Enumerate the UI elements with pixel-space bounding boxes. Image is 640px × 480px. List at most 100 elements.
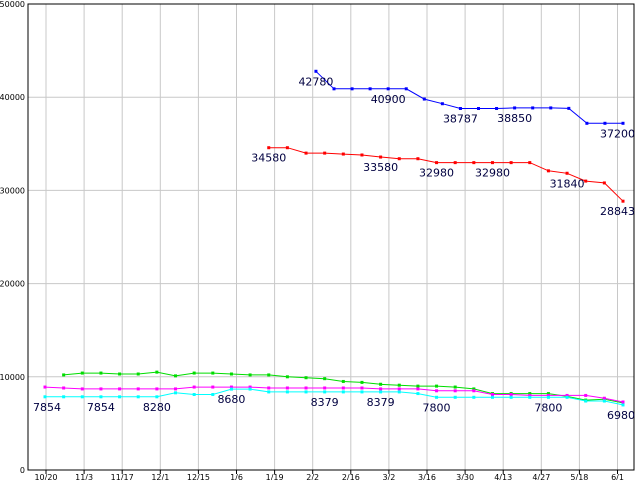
- x-tick-label: 10/20: [34, 473, 57, 480]
- y-tick-label: 30000: [0, 186, 25, 195]
- data-point: [332, 87, 336, 91]
- data-point: [118, 395, 122, 399]
- chart-axes: [27, 3, 635, 474]
- data-point: [285, 390, 289, 394]
- data-point: [602, 396, 606, 400]
- data-point: [531, 106, 535, 110]
- data-point: [379, 387, 383, 391]
- data-point: [360, 386, 364, 390]
- series-points: [43, 69, 625, 407]
- data-point: [267, 146, 271, 150]
- series-lines: [44, 70, 624, 406]
- data-point: [62, 386, 66, 390]
- data-point: [584, 179, 588, 183]
- data-point: [453, 385, 457, 389]
- data-point: [229, 385, 233, 389]
- data-point: [453, 389, 457, 393]
- data-point: [118, 387, 122, 391]
- data-label: 37200: [600, 127, 635, 140]
- data-label: 34580: [251, 152, 286, 165]
- y-axis-tick-labels: 0 10000 20000 30000 40000 50000: [0, 0, 25, 475]
- data-point: [174, 374, 178, 378]
- x-tick-label: 4/13: [494, 473, 512, 480]
- data-label: 8379: [367, 396, 395, 409]
- data-point: [477, 107, 480, 111]
- data-point: [416, 387, 420, 391]
- data-point: [549, 106, 553, 110]
- data-label: 40900: [371, 93, 406, 106]
- data-point: [509, 161, 513, 165]
- data-label: 42780: [298, 75, 333, 88]
- data-point: [99, 387, 103, 391]
- data-label: 33580: [363, 161, 398, 174]
- y-tick-label: 20000: [0, 280, 25, 289]
- data-point: [416, 392, 420, 396]
- data-point: [192, 393, 196, 397]
- data-point: [440, 102, 444, 106]
- data-point: [584, 399, 588, 403]
- x-tick-label: 11/17: [111, 473, 134, 480]
- data-point: [490, 161, 494, 165]
- data-point: [136, 395, 140, 399]
- series-line: [45, 388, 624, 406]
- data-point: [368, 87, 372, 91]
- data-point: [528, 392, 532, 396]
- data-point: [285, 146, 289, 150]
- data-point: [211, 371, 215, 375]
- y-tick-label: 40000: [0, 93, 25, 102]
- data-point: [267, 390, 271, 394]
- data-point: [528, 393, 532, 397]
- data-point: [62, 395, 66, 399]
- data-label: 8280: [143, 401, 171, 414]
- data-point: [416, 384, 420, 388]
- data-point: [621, 400, 625, 404]
- data-point: [602, 399, 606, 403]
- data-point: [513, 106, 517, 110]
- data-label: 31840: [550, 177, 585, 190]
- data-label: 7800: [423, 401, 451, 414]
- data-point: [323, 377, 327, 381]
- x-tick-label: 5/18: [570, 473, 588, 480]
- data-point: [267, 386, 271, 390]
- data-point: [603, 121, 607, 125]
- data-point: [435, 395, 439, 399]
- data-point: [360, 380, 364, 384]
- data-point: [155, 395, 159, 399]
- data-point: [528, 395, 532, 399]
- data-point: [323, 386, 327, 390]
- data-point: [379, 382, 383, 386]
- data-point: [416, 157, 420, 161]
- x-tick-label: 12/15: [187, 473, 210, 480]
- data-point: [248, 385, 252, 389]
- data-point: [379, 155, 383, 159]
- data-point: [341, 152, 345, 156]
- data-point: [304, 376, 308, 380]
- data-label: 7800: [534, 401, 562, 414]
- data-point: [350, 87, 354, 91]
- data-point: [490, 393, 494, 397]
- data-point: [136, 372, 140, 376]
- data-point: [509, 395, 513, 399]
- data-point: [360, 390, 364, 394]
- data-point: [62, 373, 66, 377]
- data-labels: 42780 40900 38787 38850 37200 34580 33580 32980…: [33, 75, 635, 422]
- data-point: [435, 384, 439, 388]
- data-point: [341, 386, 345, 390]
- x-tick-label: 2/2: [306, 473, 319, 480]
- data-point: [155, 370, 159, 374]
- data-point: [472, 387, 476, 391]
- data-point: [585, 121, 589, 125]
- data-label: 8680: [217, 393, 245, 406]
- data-point: [472, 389, 476, 393]
- data-point: [174, 391, 178, 395]
- data-point: [490, 395, 494, 399]
- data-point: [435, 389, 439, 393]
- x-tick-label: 2/16: [342, 473, 360, 480]
- y-tick-label: 10000: [0, 373, 25, 382]
- data-point: [323, 390, 327, 394]
- data-point: [99, 395, 103, 399]
- data-point: [80, 387, 84, 391]
- data-point: [472, 161, 476, 165]
- data-point: [43, 395, 47, 399]
